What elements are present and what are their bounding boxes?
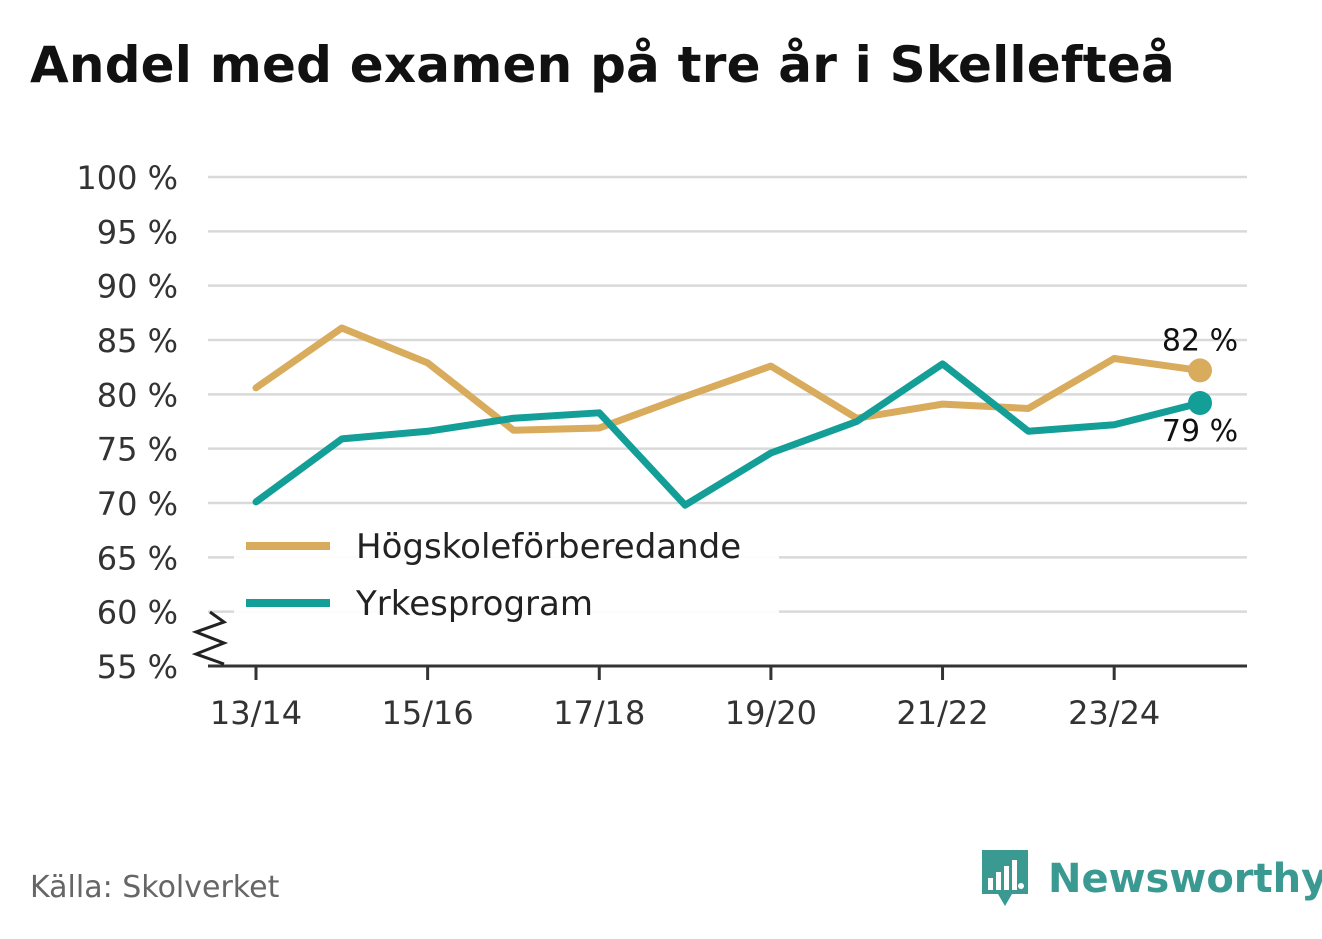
x-tick-label: 15/16: [382, 694, 474, 732]
series-end-marker: [1188, 358, 1212, 383]
legend: Högskoleförberedande Yrkesprogram: [234, 515, 779, 624]
y-tick-label: 55 %: [97, 648, 178, 686]
chart-title: Andel med examen på tre år i Skellefteå: [30, 36, 1175, 94]
newsworthy-logo-icon: [982, 850, 1028, 906]
x-tick-label: 21/22: [896, 694, 988, 732]
series-line-1: [252, 360, 1204, 509]
y-tick-label: 75 %: [97, 431, 178, 469]
legend-label: Yrkesprogram: [355, 584, 593, 624]
x-axis: 13/14 15/16 17/18 19/20 21/22 23/24: [191, 610, 1247, 732]
y-tick-label: 100 %: [76, 159, 178, 197]
y-tick-label: 85 %: [97, 322, 178, 360]
series-line-0: [252, 324, 1204, 434]
series-lines: [252, 324, 1212, 509]
y-tick-label: 70 %: [97, 485, 178, 523]
series-end-marker: [1188, 391, 1212, 416]
y-tick-label: 80 %: [97, 376, 178, 414]
data-label: 79 %: [1162, 414, 1238, 449]
y-tick-label: 95 %: [97, 213, 178, 251]
brand-name: Newsworthy: [1048, 856, 1322, 902]
y-tick-label: 65 %: [97, 539, 178, 577]
source-note: Källa: Skolverket: [30, 870, 280, 905]
x-tick-label: 19/20: [725, 694, 817, 732]
x-tick-label: 17/18: [553, 694, 645, 732]
x-tick-label: 23/24: [1068, 694, 1160, 732]
y-axis-ticks: 100 % 95 % 90 % 85 % 80 % 75 % 70 % 65 % 60 % 55 …: [76, 159, 178, 686]
x-tick-label: 13/14: [210, 694, 302, 732]
y-tick-label: 90 %: [97, 268, 178, 306]
axis-break-icon: [191, 610, 229, 666]
newsworthy-logo[interactable]: Newsworthy: [980, 848, 1322, 910]
data-label: 82 %: [1162, 323, 1238, 358]
legend-background: [234, 515, 779, 615]
legend-label: Högskoleförberedande: [356, 527, 741, 567]
end-labels: 82 % 79 %: [1162, 323, 1238, 449]
y-tick-label: 60 %: [97, 594, 178, 632]
